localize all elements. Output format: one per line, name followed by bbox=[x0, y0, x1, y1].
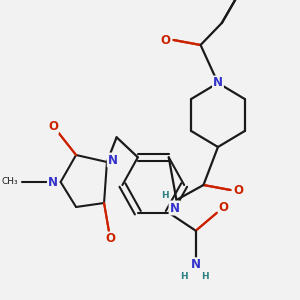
Text: H: H bbox=[202, 272, 209, 281]
Text: O: O bbox=[219, 201, 229, 214]
Text: N: N bbox=[191, 258, 201, 271]
Text: O: O bbox=[106, 232, 116, 245]
Text: N: N bbox=[108, 154, 118, 166]
Text: CH₃: CH₃ bbox=[2, 178, 18, 187]
Text: O: O bbox=[233, 184, 243, 196]
Text: N: N bbox=[48, 176, 58, 188]
Text: N: N bbox=[169, 202, 179, 214]
Text: O: O bbox=[48, 121, 58, 134]
Text: N: N bbox=[213, 76, 223, 89]
Text: O: O bbox=[161, 34, 171, 46]
Text: H: H bbox=[180, 272, 188, 281]
Text: H: H bbox=[161, 191, 169, 200]
